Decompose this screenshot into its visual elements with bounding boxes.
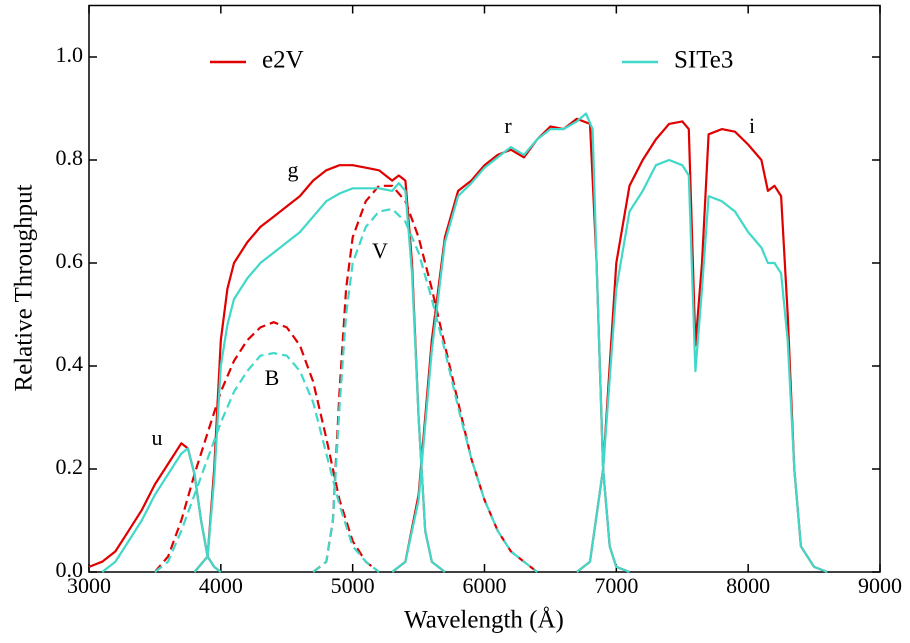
filter-curve	[576, 158, 828, 574]
y-tick-label: 0.0	[56, 557, 84, 582]
legend-label: SITe3	[674, 47, 733, 74]
band-label: r	[504, 113, 512, 138]
y-tick-label: 1.0	[56, 42, 84, 67]
x-tick-label: 4000	[199, 573, 243, 598]
filter-curve	[312, 184, 538, 573]
band-label: u	[152, 425, 163, 450]
x-tick-label: 5000	[331, 573, 375, 598]
y-tick-label: 0.4	[56, 351, 84, 376]
x-tick-label: 8000	[726, 573, 770, 598]
filter-curve	[101, 447, 222, 573]
x-tick-label: 3000	[67, 573, 111, 598]
band-label: V	[372, 238, 388, 263]
x-tick-label: 9000	[858, 573, 902, 598]
y-axis-label: Relative Throughput	[11, 184, 38, 391]
filter-curve	[154, 321, 380, 573]
band-label: B	[265, 365, 280, 390]
band-label: i	[749, 113, 755, 138]
filter-curve	[193, 182, 446, 573]
legend-label: e2V	[262, 47, 304, 74]
x-tick-label: 6000	[463, 573, 507, 598]
filter-curve	[88, 442, 222, 573]
filter-curve	[391, 112, 630, 574]
filter-curve	[312, 207, 538, 573]
band-label: g	[288, 157, 299, 182]
filter-curve	[576, 120, 828, 574]
y-tick-label: 0.8	[56, 145, 84, 170]
x-axis-label: Wavelength (Å)	[404, 607, 564, 634]
y-tick-label: 0.6	[56, 248, 84, 273]
plot-frame	[88, 4, 881, 573]
filter-curve	[154, 352, 380, 573]
x-tick-label: 7000	[594, 573, 638, 598]
y-tick-label: 0.2	[56, 454, 84, 479]
